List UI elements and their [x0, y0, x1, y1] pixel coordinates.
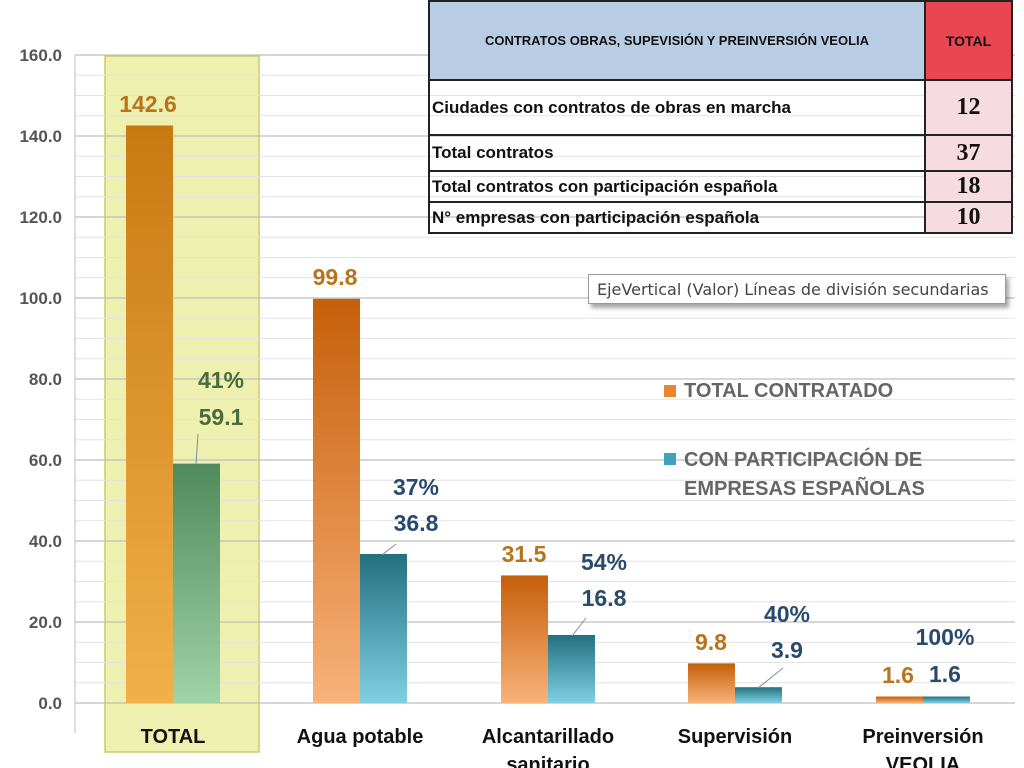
value-label-total: 99.8 — [313, 264, 358, 290]
x-category-label-line: sanitario — [506, 754, 589, 768]
bar-total-contratado — [501, 575, 548, 703]
value-label-total: 9.8 — [695, 629, 727, 655]
x-category-label: Alcantarillado sanitario — [482, 726, 614, 768]
x-category-label: Supervisión — [678, 726, 792, 748]
y-tick-label: 40.0 — [29, 532, 62, 551]
y-tick-label: 140.0 — [19, 127, 62, 146]
table-row: Total contratos 37 — [428, 134, 1013, 172]
table-row-value: 18 — [924, 170, 1013, 203]
table-row-value: 37 — [924, 134, 1013, 172]
table-header: CONTRATOS OBRAS, SUPEVISIÓN Y PREINVERSI… — [428, 0, 926, 81]
bar-participacion-espanola — [548, 634, 595, 703]
x-category-label-line: Supervisión — [678, 726, 792, 748]
contracts-table: CONTRATOS OBRAS, SUPEVISIÓN Y PREINVERSI… — [428, 0, 1013, 234]
value-label-percent: 37% — [393, 474, 439, 500]
y-tick-label: 60.0 — [29, 451, 62, 470]
legend-label-line: CON PARTICIPACIÓN DE — [684, 447, 922, 471]
x-category-label-line: Alcantarillado — [482, 726, 614, 748]
y-tick-label: 120.0 — [19, 208, 62, 227]
x-category-label-line: Preinversión — [862, 726, 983, 748]
leader-line — [195, 433, 199, 465]
leader-line — [571, 617, 587, 637]
table-total-header: TOTAL — [924, 0, 1013, 81]
bar-participacion-espanola — [173, 463, 220, 703]
bar-total-contratado — [313, 298, 360, 703]
legend-label-line: EMPRESAS ESPAÑOLAS — [684, 477, 925, 500]
legend-swatch-participacion — [664, 453, 676, 465]
y-tick-label: 0.0 — [38, 694, 62, 713]
table-row: Total contratos con participación españo… — [428, 170, 1013, 203]
legend-label-total: TOTAL CONTRATADO — [684, 380, 893, 402]
value-label-participacion: 16.8 — [582, 585, 627, 611]
x-category-label: Agua potable — [297, 726, 424, 748]
value-label-percent: 54% — [581, 549, 627, 575]
bar-total-contratado — [126, 125, 173, 704]
axis-tooltip: EjeVertical (Valor) Líneas de división s… — [588, 274, 1006, 304]
table-row: Ciudades con contratos de obras en march… — [428, 79, 1013, 136]
value-label-total: 1.6 — [882, 662, 914, 688]
y-tick-label: 20.0 — [29, 613, 62, 632]
legend-swatch-total — [664, 385, 676, 397]
leader-line — [381, 543, 397, 556]
bar-total-contratado — [688, 663, 735, 703]
value-label-percent: 41% — [198, 367, 244, 393]
table-row-label: Total contratos con participación españo… — [428, 170, 926, 203]
table-row-label: N° empresas con participación española — [428, 201, 926, 234]
value-label-participacion: 3.9 — [771, 637, 803, 663]
bar-participacion-espanola — [923, 696, 970, 703]
value-label-participacion: 59.1 — [199, 404, 244, 430]
x-category-label-line: Agua potable — [297, 726, 424, 748]
table-row: N° empresas con participación española 1… — [428, 201, 1013, 234]
table-row-value: 12 — [924, 79, 1013, 136]
y-tick-label: 80.0 — [29, 370, 62, 389]
x-category-label-line: VEOLIA — [886, 754, 960, 768]
table-row-value: 10 — [924, 201, 1013, 234]
table-row-label: Ciudades con contratos de obras en march… — [428, 79, 926, 136]
x-category-label: TOTAL — [141, 726, 206, 748]
value-label-percent: 100% — [916, 624, 975, 650]
value-label-participacion: 1.6 — [929, 661, 961, 687]
legend-label-participacion: CON PARTICIPACIÓN DE EMPRESAS ESPAÑOLAS — [684, 447, 925, 500]
y-tick-label: 100.0 — [19, 289, 62, 308]
leader-line — [757, 667, 784, 689]
bar-participacion-espanola — [360, 553, 407, 703]
value-label-total: 31.5 — [502, 541, 547, 567]
x-category-label: Preinversión VEOLIA — [862, 726, 983, 768]
value-label-percent: 40% — [764, 601, 810, 627]
value-label-participacion: 36.8 — [394, 510, 439, 536]
bar-total-contratado — [876, 696, 923, 703]
table-header-row: CONTRATOS OBRAS, SUPEVISIÓN Y PREINVERSI… — [428, 0, 1013, 81]
table-row-label: Total contratos — [428, 134, 926, 172]
y-tick-label: 160.0 — [19, 46, 62, 65]
x-category-label-line: TOTAL — [141, 726, 206, 748]
bar-participacion-espanola — [735, 687, 782, 703]
value-label-total: 142.6 — [119, 91, 177, 117]
